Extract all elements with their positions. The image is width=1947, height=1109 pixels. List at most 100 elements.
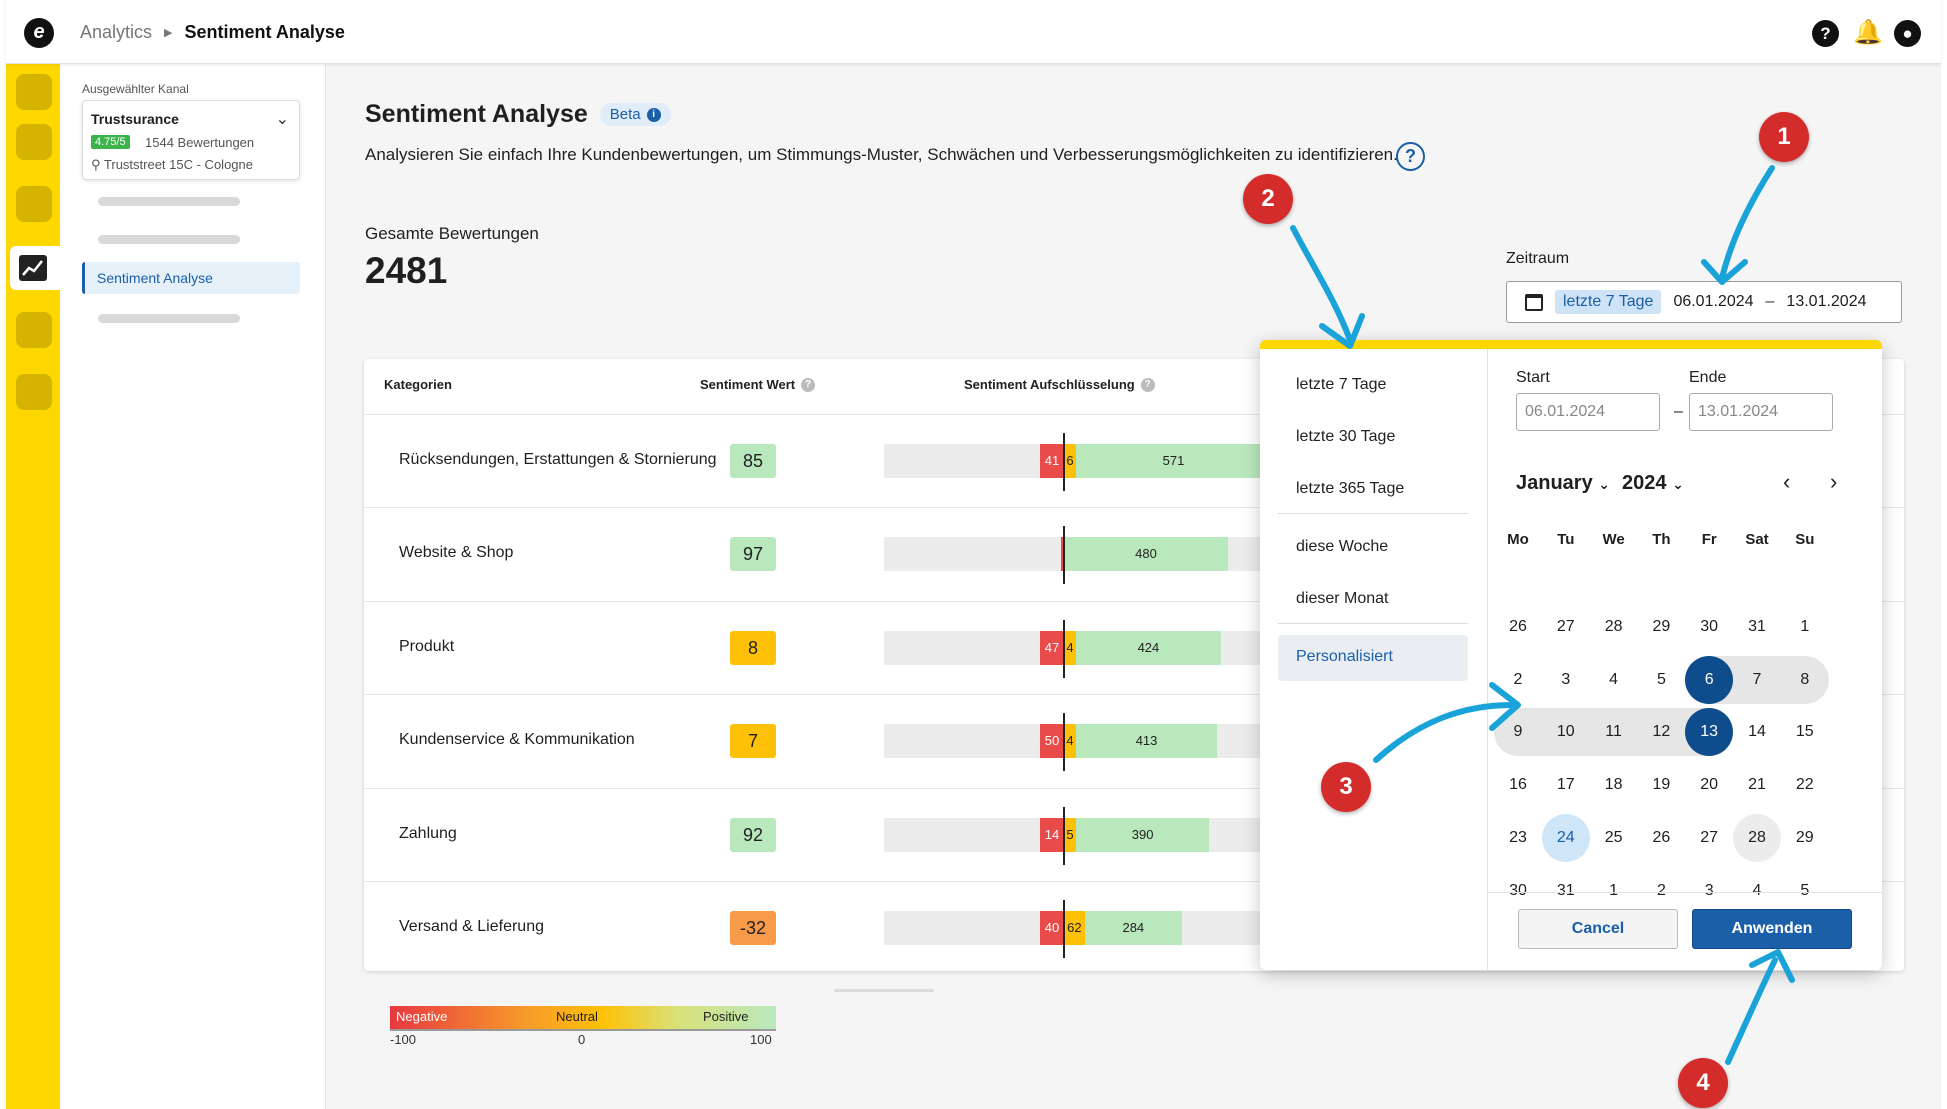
neutral-segment[interactable]: 6 xyxy=(1064,444,1076,478)
calendar-day[interactable]: 21 xyxy=(1748,776,1766,794)
app-logo[interactable]: e xyxy=(24,18,54,48)
calendar-day[interactable]: 17 xyxy=(1556,776,1575,794)
calendar-day[interactable]: 9 xyxy=(1513,723,1523,741)
calendar-day[interactable]: 8 xyxy=(1800,670,1810,688)
bell-icon[interactable]: 🔔 xyxy=(1853,19,1883,46)
preset-option[interactable]: letzte 30 Tage xyxy=(1296,428,1396,445)
calendar-day[interactable]: 29 xyxy=(1795,828,1814,846)
calendar-day[interactable]: 13 xyxy=(1685,708,1734,757)
date-range-field[interactable]: letzte 7 Tage 06.01.2024 – 13.01.2024 xyxy=(1506,281,1902,323)
positive-segment[interactable]: 390 xyxy=(1076,817,1210,852)
rail-item-analytics[interactable] xyxy=(10,246,60,290)
calendar-day[interactable]: 1 xyxy=(1609,881,1619,899)
nav-placeholder-1[interactable] xyxy=(98,197,240,206)
positive-segment[interactable]: 424 xyxy=(1076,630,1221,665)
calendar-day[interactable]: 4 xyxy=(1752,881,1762,899)
beta-badge[interactable]: Beta i xyxy=(599,103,671,126)
start-date-input[interactable]: 06.01.2024 xyxy=(1516,393,1660,431)
table-row[interactable]: Kundenservice & Kommunikation 7 50 4 413 xyxy=(364,694,1904,787)
calendar-day[interactable]: 18 xyxy=(1604,776,1623,794)
calendar-day[interactable]: 23 xyxy=(1509,828,1527,846)
calendar-day[interactable]: 19 xyxy=(1652,776,1671,794)
calendar-day[interactable]: 4 xyxy=(1609,670,1619,688)
calendar-day[interactable]: 27 xyxy=(1700,828,1719,846)
rail-item-2[interactable] xyxy=(16,124,52,160)
calendar-day[interactable]: 10 xyxy=(1556,723,1575,741)
calendar-day[interactable]: 3 xyxy=(1704,881,1714,899)
calendar-day[interactable]: 28 xyxy=(1733,813,1781,862)
table-row[interactable]: Versand & Lieferung -32 40 62 284 xyxy=(364,881,1904,971)
positive-segment[interactable]: 571 xyxy=(1076,444,1272,478)
calendar-day[interactable]: 1 xyxy=(1800,618,1810,635)
negative-segment[interactable]: 41 xyxy=(1040,444,1064,478)
end-date-input[interactable]: 13.01.2024 xyxy=(1689,393,1833,431)
preset-option[interactable]: letzte 7 Tage xyxy=(1296,376,1387,393)
breadcrumb-parent[interactable]: Analytics xyxy=(80,22,153,42)
channel-selector[interactable]: Trustsurance ⌄ 4.75/5 1544 Bewertungen ⚲… xyxy=(82,100,300,180)
negative-segment[interactable] xyxy=(1061,537,1064,572)
user-icon[interactable]: ● xyxy=(1894,20,1921,47)
rail-item-1[interactable] xyxy=(16,74,52,110)
calendar-day[interactable]: 16 xyxy=(1509,776,1527,794)
calendar-day[interactable]: 15 xyxy=(1795,723,1814,741)
positive-segment[interactable]: 284 xyxy=(1084,911,1182,945)
rail-item-3[interactable] xyxy=(16,186,52,222)
next-month-icon[interactable]: › xyxy=(1830,469,1838,494)
nav-placeholder-3[interactable] xyxy=(98,314,240,323)
sidebar-item-sentiment-analyse[interactable]: Sentiment Analyse xyxy=(82,262,300,294)
table-row[interactable]: Produkt 8 47 4 424 xyxy=(364,600,1904,694)
table-row[interactable]: Website & Shop 97 480 xyxy=(364,507,1904,600)
calendar-day[interactable]: 30 xyxy=(1700,618,1719,635)
negative-segment[interactable]: 14 xyxy=(1040,817,1064,852)
calendar-day[interactable]: 30 xyxy=(1509,881,1527,899)
calendar-day[interactable]: 3 xyxy=(1561,670,1571,688)
neutral-segment[interactable]: 5 xyxy=(1064,817,1076,852)
calendar-day[interactable]: 29 xyxy=(1652,618,1671,635)
rail-item-6[interactable] xyxy=(16,374,52,410)
preset-option[interactable]: letzte 365 Tage xyxy=(1296,480,1405,497)
negative-segment[interactable]: 50 xyxy=(1040,724,1064,759)
calendar-day[interactable]: 5 xyxy=(1656,670,1666,688)
calendar-day[interactable]: 31 xyxy=(1556,881,1575,899)
calendar-day[interactable]: 14 xyxy=(1748,723,1766,741)
calendar-day[interactable]: 5 xyxy=(1800,881,1810,899)
calendar-day[interactable]: 2 xyxy=(1513,670,1523,688)
prev-month-icon[interactable]: ‹ xyxy=(1783,469,1791,494)
calendar-day[interactable]: 26 xyxy=(1652,828,1671,846)
calendar-day[interactable]: 31 xyxy=(1748,618,1766,635)
neutral-segment[interactable]: 4 xyxy=(1064,630,1076,665)
apply-button[interactable]: Anwenden xyxy=(1692,909,1852,949)
help-circle-icon[interactable]: ? xyxy=(1396,142,1425,171)
calendar-day[interactable]: 2 xyxy=(1656,881,1666,899)
calendar-day[interactable]: 27 xyxy=(1556,618,1575,635)
month-select[interactable]: January ⌄ xyxy=(1516,472,1610,495)
calendar-day[interactable]: 26 xyxy=(1509,618,1527,635)
positive-segment[interactable]: 413 xyxy=(1076,724,1218,759)
year-select[interactable]: 2024 ⌄ xyxy=(1622,472,1684,495)
calendar-day[interactable]: 12 xyxy=(1652,723,1671,741)
neutral-segment[interactable]: 4 xyxy=(1064,724,1076,759)
calendar-day[interactable]: 7 xyxy=(1752,670,1762,688)
calendar-day[interactable]: 22 xyxy=(1795,776,1814,794)
preset-option[interactable]: dieser Monat xyxy=(1296,590,1389,607)
help-icon[interactable]: ? xyxy=(1812,20,1839,47)
preset-option[interactable]: Personalisiert xyxy=(1278,635,1468,681)
preset-option[interactable]: diese Woche xyxy=(1296,538,1389,555)
info-icon[interactable]: ? xyxy=(1140,377,1155,392)
calendar-day[interactable]: 24 xyxy=(1541,813,1590,862)
table-row[interactable]: Zahlung 92 14 5 390 xyxy=(364,787,1904,881)
neutral-segment[interactable]: 62 xyxy=(1064,911,1085,945)
calendar-day[interactable]: 25 xyxy=(1604,828,1623,846)
rail-item-5[interactable] xyxy=(16,312,52,348)
info-icon[interactable]: ? xyxy=(801,377,816,392)
calendar-day[interactable]: 28 xyxy=(1604,618,1623,635)
calendar-day[interactable]: 20 xyxy=(1700,776,1719,794)
nav-placeholder-2[interactable] xyxy=(98,235,240,244)
scroll-indicator[interactable] xyxy=(834,989,934,992)
calendar-day[interactable]: 6 xyxy=(1685,655,1734,704)
positive-segment[interactable]: 480 xyxy=(1064,537,1228,572)
chevron-down-icon[interactable]: ⌄ xyxy=(275,111,289,128)
negative-segment[interactable]: 40 xyxy=(1040,911,1064,945)
calendar-day[interactable]: 11 xyxy=(1605,723,1622,741)
cancel-button[interactable]: Cancel xyxy=(1518,909,1678,949)
